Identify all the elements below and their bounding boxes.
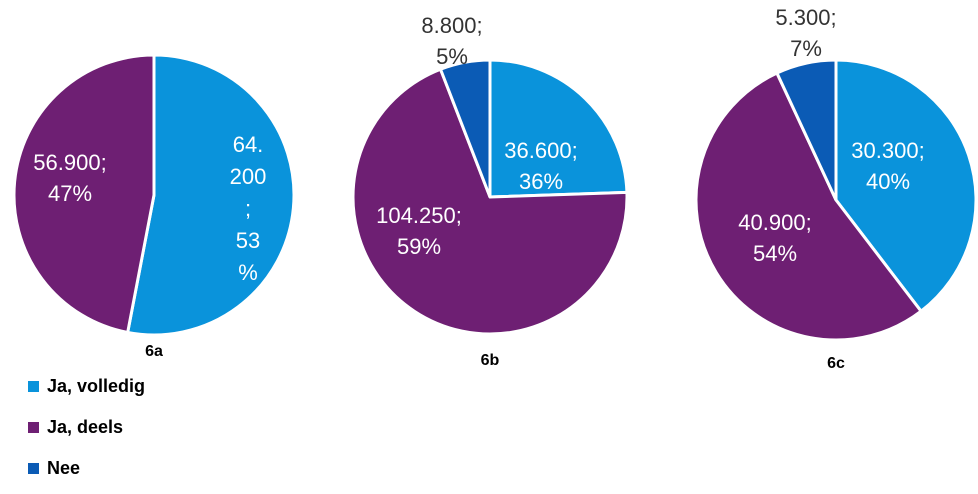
data-label-6c-nee: 5.300; 7%	[775, 5, 836, 61]
legend-label-ja-volledig: Ja, volledig	[47, 375, 146, 396]
chart-caption-6a: 6a	[145, 343, 163, 360]
data-label-6a-ja-volledig: 64. 200; 53%	[230, 132, 267, 285]
pie-slice-6c-ja-deels	[694, 71, 923, 342]
legend: Ja, volledig Ja, deels Nee	[28, 371, 328, 494]
pie-slice-6c-nee	[775, 58, 838, 202]
pie-slice-6a-ja-deels	[12, 53, 156, 334]
legend-swatch-nee	[28, 462, 39, 474]
data-label-6b-ja-deels: 104.250; 59%	[376, 203, 462, 259]
legend-item-ja-volledig: Ja, volledig	[28, 371, 328, 401]
data-label-6a-ja-deels: 56.900; 47%	[33, 150, 106, 206]
pie-chart-6b: 36.600; 36% 104.250; 59% 8.800; 5% 6b	[351, 13, 629, 369]
pie-charts: 64. 200; 53 % 56.900; 47% 6a 36.600; 36% 104.250;…	[12, 5, 978, 372]
data-label-6c-ja-volledig: 30.300; 40%	[851, 138, 924, 194]
chart-caption-6c: 6c	[827, 355, 845, 372]
pie-slice-6b-ja-volledig	[488, 58, 629, 199]
legend-item-ja-deels: Ja, deels	[28, 412, 328, 442]
data-label-6b-ja-volledig: 36.600; 36%	[504, 138, 577, 194]
legend-swatch-ja-volledig	[28, 380, 39, 392]
legend-label-ja-deels: Ja, deels	[47, 416, 124, 437]
legend-swatch-ja-deels	[28, 421, 39, 433]
pie-slice-6c-ja-volledig	[834, 58, 978, 313]
pie-slice-6a-ja-volledig	[126, 53, 296, 337]
data-label-6b-nee: 8.800; 5%	[421, 13, 482, 69]
pie-chart-6c: 30.300; 40% 40.900; 54% 5.300; 7% 6c	[694, 5, 978, 372]
pie-slice-6b-ja-deels	[351, 67, 629, 336]
chart-caption-6b: 6b	[481, 352, 500, 369]
pie-chart-6a: 64. 200; 53 % 56.900; 47% 6a	[12, 53, 296, 360]
pie-slice-6b-nee	[439, 58, 492, 199]
legend-item-nee: Nee	[28, 453, 328, 483]
legend-label-nee: Nee	[47, 457, 81, 478]
data-label-6c-ja-deels: 40.900; 54%	[738, 210, 811, 266]
